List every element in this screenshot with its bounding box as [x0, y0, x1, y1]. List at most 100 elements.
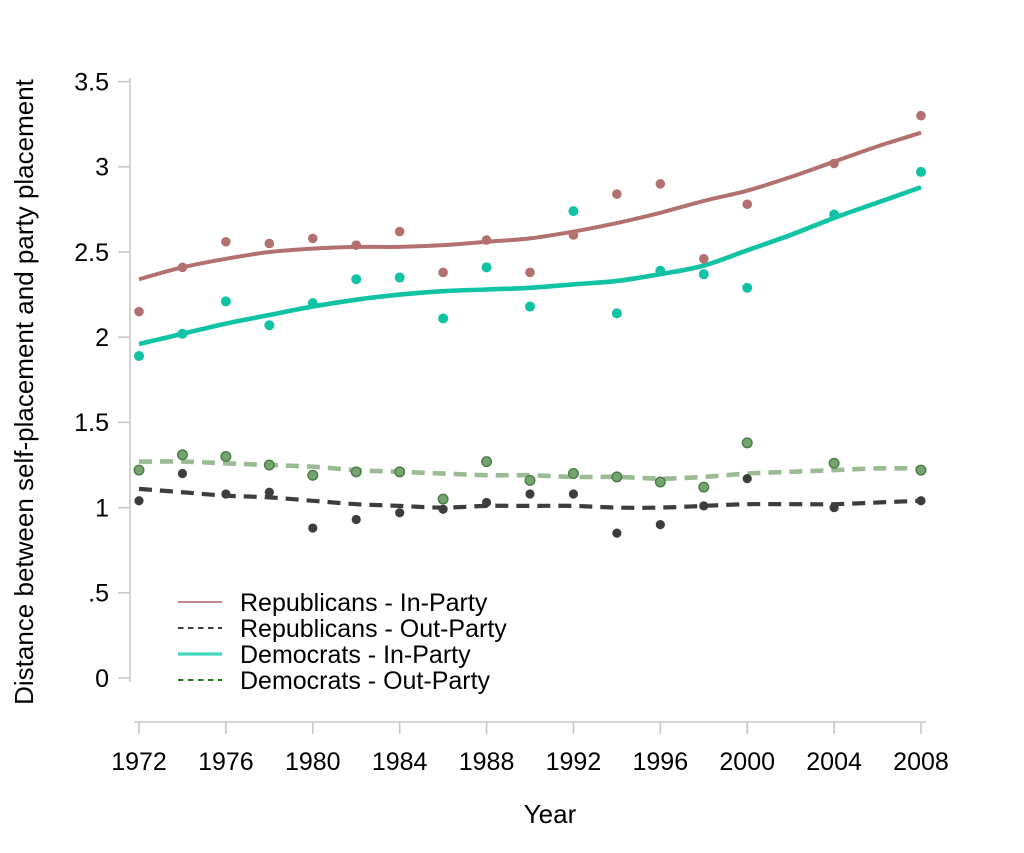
- data-point-democrats-in-party: [655, 265, 666, 276]
- data-point-republicans-in-party: [134, 306, 144, 317]
- legend-item-democrats-in-party: Democrats - In-Party: [178, 641, 471, 669]
- data-point-democrats-out-party: [654, 476, 666, 488]
- x-tick-label: 1992: [546, 748, 602, 776]
- data-point-democrats-out-party: [611, 471, 623, 483]
- x-tick-label: 2008: [893, 748, 949, 776]
- x-tick-label: 2004: [806, 748, 862, 776]
- legend-item-republicans-in-party: Republicans - In-Party: [178, 589, 488, 617]
- data-point-democrats-out-party: [220, 450, 232, 462]
- y-tick-label: .5: [88, 580, 109, 608]
- data-point-republicans-out-party: [308, 523, 318, 533]
- x-tick-label: 1996: [633, 748, 689, 776]
- data-point-republicans-in-party: [221, 236, 231, 247]
- data-point-democrats-in-party: [220, 296, 231, 307]
- data-point-democrats-in-party: [134, 350, 144, 361]
- data-point-democrats-in-party: [915, 166, 926, 177]
- data-point-democrats-in-party: [524, 301, 535, 312]
- data-point-republicans-in-party: [525, 267, 535, 278]
- data-point-democrats-in-party: [481, 262, 492, 273]
- x-axis-title: Year: [524, 799, 577, 829]
- x-tick-label: 1972: [111, 748, 167, 776]
- x-tick-label: 2000: [719, 748, 775, 776]
- data-point-republicans-out-party: [916, 496, 926, 506]
- y-tick-label: 1.5: [74, 409, 109, 437]
- data-point-republicans-in-party: [655, 179, 666, 189]
- data-point-democrats-in-party: [829, 209, 840, 220]
- data-point-republicans-out-party: [525, 489, 535, 499]
- legend-label: Democrats - Out-Party: [240, 667, 491, 695]
- data-point-republicans-out-party: [655, 520, 665, 530]
- data-point-democrats-in-party: [351, 274, 362, 285]
- x-tick-label: 1980: [285, 748, 341, 776]
- data-point-republicans-in-party: [829, 158, 839, 169]
- x-axis: 1972 1976 1980 1984 1988 1992 1996 2000 2004 2008: [111, 721, 949, 776]
- data-point-republicans-out-party: [438, 504, 448, 514]
- data-point-democrats-out-party: [698, 481, 710, 493]
- data-point-republicans-out-party: [699, 501, 709, 511]
- data-point-democrats-out-party: [524, 474, 536, 486]
- data-point-republicans-out-party: [568, 489, 579, 499]
- y-tick-label: 1: [95, 494, 109, 522]
- data-point-democrats-out-party: [350, 466, 362, 478]
- data-point-republicans-in-party: [481, 235, 492, 245]
- x-tick-label: 1976: [198, 748, 254, 776]
- data-point-democrats-in-party: [698, 269, 709, 280]
- legend-item-democrats-out-party: Democrats - Out-Party: [178, 667, 491, 695]
- data-point-democrats-in-party: [438, 313, 449, 324]
- x-tick-label: 1984: [372, 748, 428, 776]
- data-point-democrats-out-party: [567, 468, 579, 480]
- y-axis: 0 .5 1 1.5 2 2.5 3 3.5: [74, 68, 131, 693]
- data-point-democrats-out-party: [176, 449, 188, 461]
- data-point-republicans-out-party: [134, 496, 144, 506]
- data-point-republicans-in-party: [351, 240, 362, 250]
- data-point-democrats-in-party: [568, 206, 579, 217]
- data-point-republicans-in-party: [394, 226, 405, 237]
- data-point-republicans-in-party: [612, 189, 622, 199]
- data-point-republicans-out-party: [177, 468, 188, 479]
- data-point-republicans-in-party: [264, 238, 275, 249]
- trend-lines-group: [138, 130, 922, 510]
- data-point-republicans-in-party: [438, 267, 448, 278]
- data-point-republicans-in-party: [916, 110, 926, 121]
- trend-line-democrats-in-party: [138, 185, 922, 347]
- data-point-republicans-out-party: [395, 508, 405, 518]
- data-point-republicans-out-party: [742, 474, 752, 484]
- data-point-republicans-in-party: [307, 233, 318, 244]
- data-point-democrats-out-party: [481, 456, 493, 468]
- data-point-democrats-in-party: [394, 272, 405, 283]
- data-point-democrats-in-party: [307, 298, 318, 309]
- y-tick-label: 3.5: [74, 68, 109, 96]
- legend-label: Republicans - Out-Party: [240, 615, 507, 643]
- legend-item-republicans-out-party: Republicans - Out-Party: [178, 615, 507, 643]
- data-point-republicans-out-party: [264, 487, 274, 497]
- trend-line-republicans-in-party: [138, 130, 922, 282]
- data-point-republicans-in-party: [698, 254, 709, 264]
- data-point-republicans-out-party: [351, 514, 361, 525]
- data-points-group: [133, 110, 927, 538]
- data-point-republicans-out-party: [221, 489, 231, 499]
- x-tick-label: 1988: [459, 748, 515, 776]
- data-point-republicans-out-party: [829, 503, 839, 513]
- data-point-democrats-in-party: [742, 282, 753, 293]
- data-point-republicans-in-party: [177, 262, 188, 273]
- y-tick-label: 2: [95, 324, 109, 352]
- data-point-republicans-in-party: [742, 199, 753, 210]
- y-tick-label: 0: [95, 665, 109, 693]
- legend-label: Democrats - In-Party: [240, 641, 471, 669]
- y-tick-label: 2.5: [74, 239, 109, 267]
- data-point-republicans-in-party: [568, 230, 579, 240]
- data-point-democrats-out-party: [394, 466, 406, 478]
- legend-label: Republicans - In-Party: [240, 589, 488, 617]
- data-point-democrats-in-party: [264, 320, 275, 331]
- y-axis-title: Distance between self-placement and part…: [9, 78, 39, 705]
- y-tick-label: 3: [95, 154, 109, 182]
- trend-line-republicans-out-party: [138, 486, 922, 510]
- data-point-republicans-out-party: [481, 497, 492, 508]
- data-point-democrats-out-party: [741, 437, 753, 449]
- data-point-democrats-in-party: [611, 308, 622, 319]
- data-point-democrats-out-party: [828, 457, 840, 469]
- data-point-democrats-out-party: [133, 464, 145, 476]
